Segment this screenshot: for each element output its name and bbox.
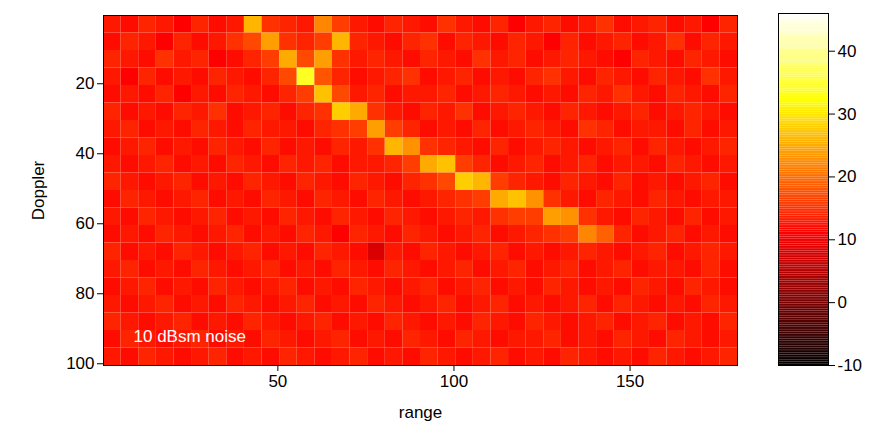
svg-text:40: 40 (76, 144, 95, 163)
svg-text:10 dBsm noise: 10 dBsm noise (134, 327, 246, 346)
svg-text:100: 100 (440, 372, 468, 391)
svg-text:range: range (399, 403, 442, 422)
svg-text:50: 50 (268, 372, 287, 391)
svg-text:Doppler: Doppler (29, 160, 48, 220)
svg-text:20: 20 (838, 167, 857, 186)
svg-text:0: 0 (838, 293, 847, 312)
svg-text:20: 20 (76, 74, 95, 93)
svg-text:80: 80 (76, 284, 95, 303)
svg-text:150: 150 (616, 372, 644, 391)
svg-text:30: 30 (838, 105, 857, 124)
svg-text:40: 40 (838, 42, 857, 61)
svg-text:-10: -10 (838, 356, 863, 375)
svg-text:100: 100 (66, 354, 94, 373)
svg-text:10: 10 (838, 230, 857, 249)
svg-text:60: 60 (76, 214, 95, 233)
